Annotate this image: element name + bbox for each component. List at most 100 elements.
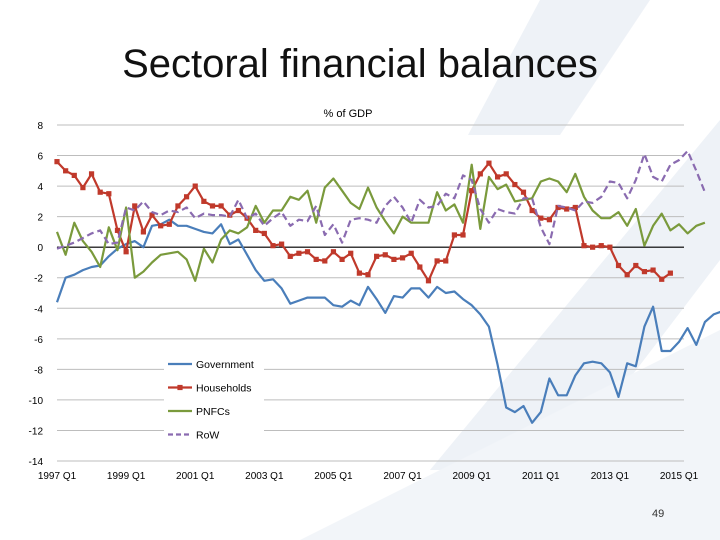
- series-point-households: [659, 276, 665, 282]
- series-point-households: [296, 250, 302, 256]
- x-tick-label: 2013 Q1: [591, 471, 630, 482]
- series-point-households: [114, 227, 121, 233]
- series-point-households: [140, 229, 146, 235]
- series-point-households: [261, 230, 267, 237]
- series-point-households: [572, 204, 578, 211]
- series-point-households: [633, 262, 639, 269]
- legend-label-households: Households: [196, 383, 251, 395]
- series-point-households: [63, 168, 69, 174]
- slide-title: Sectoral financial balances: [122, 42, 598, 86]
- series-point-households: [417, 264, 423, 270]
- legend-label-row: RoW: [196, 430, 219, 442]
- series-point-households: [149, 212, 155, 218]
- series-point-households: [132, 203, 138, 209]
- y-tick-label: -4: [34, 304, 43, 315]
- x-tick-label: 2001 Q1: [176, 471, 215, 482]
- watermark-chevron-right: [430, 120, 720, 470]
- series-point-households: [667, 270, 673, 276]
- series-point-households: [443, 258, 449, 264]
- y-tick-label: 6: [37, 152, 43, 163]
- x-tick-label: 1999 Q1: [107, 471, 146, 482]
- y-tick-label: -12: [29, 426, 44, 437]
- series-point-households: [564, 206, 570, 212]
- series-point-households: [408, 250, 414, 256]
- series-point-households: [590, 244, 596, 250]
- series-point-households: [209, 203, 216, 209]
- series-point-households: [520, 189, 527, 195]
- series-point-households: [80, 185, 86, 191]
- legend-marker-households: [177, 384, 183, 391]
- series-point-households: [391, 256, 397, 262]
- series-point-households: [529, 207, 535, 214]
- legend-label-pnfcs: PNFCs: [196, 406, 230, 418]
- legend-label-government: Government: [196, 359, 254, 371]
- series-point-households: [460, 232, 466, 238]
- series-point-households: [512, 181, 518, 188]
- series-point-households: [279, 241, 285, 247]
- series-point-households: [88, 171, 95, 177]
- series-point-households: [339, 256, 345, 262]
- series-point-households: [235, 207, 242, 214]
- unit-label: % of GDP: [324, 108, 373, 120]
- series-point-households: [183, 194, 190, 200]
- series-point-households: [166, 221, 172, 227]
- y-tick-label: -6: [34, 335, 43, 346]
- series-point-households: [598, 243, 604, 249]
- series-point-households: [641, 269, 648, 275]
- series-point-households: [615, 262, 622, 269]
- series-point-households: [201, 198, 207, 204]
- y-tick-label: -8: [34, 365, 43, 376]
- page-number: 49: [652, 508, 665, 520]
- x-tick-label: 2009 Q1: [452, 471, 491, 482]
- series-point-households: [192, 183, 198, 189]
- series-point-households: [304, 249, 311, 255]
- series-point-households: [106, 191, 112, 197]
- y-tick-label: -10: [29, 396, 44, 407]
- series-point-households: [330, 249, 337, 255]
- x-tick-label: 2007 Q1: [383, 471, 422, 482]
- series-point-households: [494, 174, 501, 180]
- series-point-households: [434, 258, 440, 264]
- series-point-households: [546, 217, 553, 223]
- series-point-households: [97, 189, 103, 195]
- y-tick-label: 2: [37, 213, 43, 224]
- x-tick-label: 2015 Q1: [660, 471, 699, 482]
- series-point-households: [486, 160, 492, 166]
- series-line-government: [55, 218, 720, 424]
- series-point-households: [287, 253, 293, 259]
- series-point-households: [54, 159, 60, 165]
- series-point-households: [356, 270, 362, 276]
- series-point-households: [365, 272, 371, 278]
- series-point-households: [555, 204, 561, 211]
- series-point-households: [348, 250, 354, 256]
- series-point-households: [650, 267, 656, 273]
- series-point-households: [399, 255, 406, 261]
- series-point-households: [503, 171, 509, 177]
- y-tick-label: 0: [37, 243, 43, 254]
- series-point-households: [123, 249, 129, 255]
- series-point-households: [158, 223, 164, 229]
- series-line-row: [56, 149, 706, 250]
- y-tick-label: -14: [29, 457, 44, 468]
- legend-background: [164, 354, 264, 445]
- x-tick-label: 2005 Q1: [314, 471, 353, 482]
- series-point-households: [538, 215, 544, 221]
- series-point-households: [469, 188, 475, 194]
- x-tick-label: 2011 Q1: [522, 471, 560, 482]
- series-point-households: [382, 252, 388, 258]
- series-point-households: [270, 243, 276, 249]
- series-point-households: [477, 171, 483, 177]
- series-point-households: [71, 172, 77, 178]
- x-tick-label: 1997 Q1: [38, 471, 77, 482]
- series-point-households: [218, 203, 224, 209]
- watermark-chevron-bottom: [300, 330, 720, 540]
- series-point-households: [322, 258, 328, 264]
- series-point-households: [451, 232, 457, 238]
- watermark-chevron-left: [468, 0, 650, 135]
- y-tick-label: 4: [37, 182, 43, 193]
- y-tick-label: -2: [34, 274, 43, 285]
- series-point-households: [581, 243, 587, 249]
- series-point-households: [253, 227, 259, 233]
